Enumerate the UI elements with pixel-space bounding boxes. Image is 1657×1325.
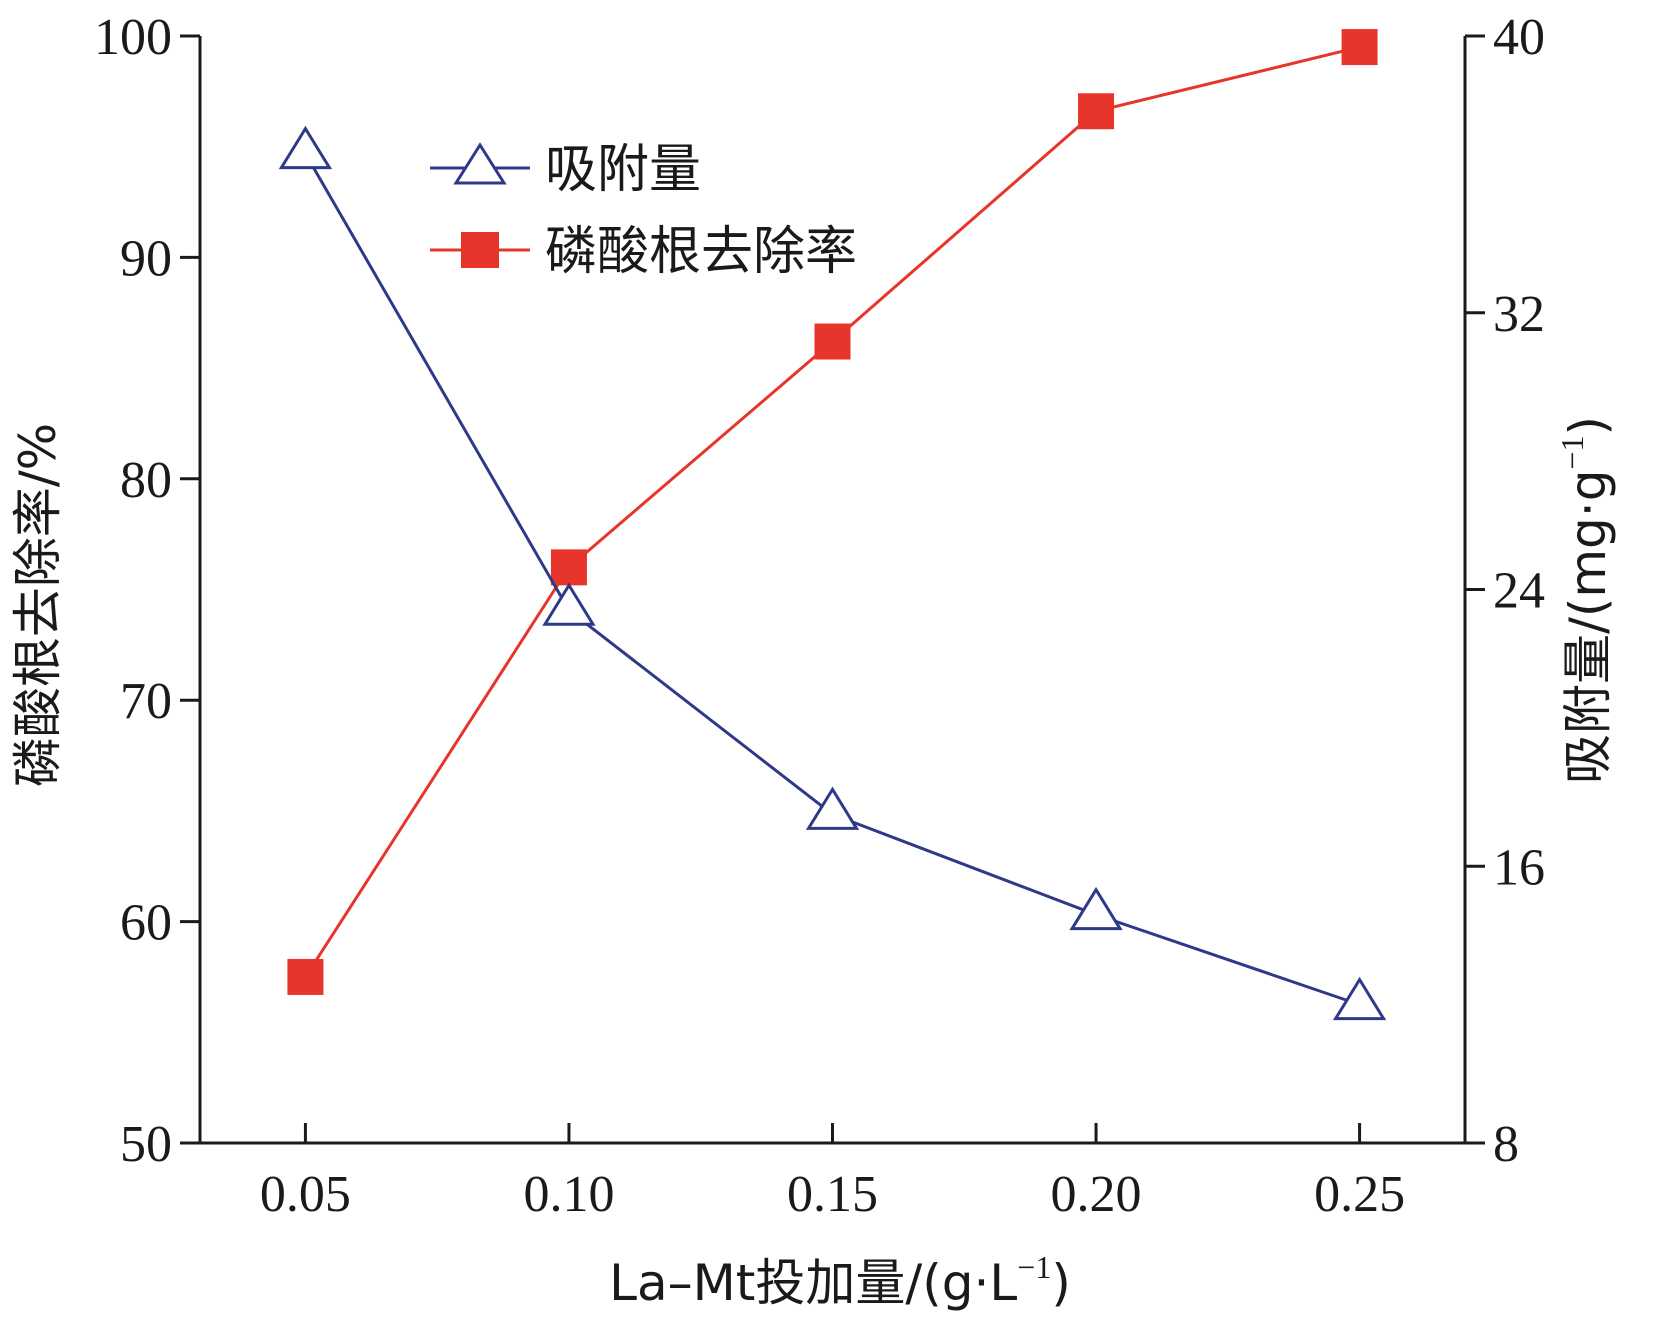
data-point-removal bbox=[1078, 93, 1115, 130]
legend-item-adsorption: 吸附量 bbox=[430, 140, 701, 200]
y-left-ticks: 50 60 70 80 90 100 bbox=[94, 9, 200, 1173]
y-left-tick-label: 80 bbox=[120, 452, 172, 509]
y-right-ticks: 8 16 24 32 40 bbox=[1465, 9, 1545, 1173]
y-right-tick-label: 8 bbox=[1493, 1116, 1519, 1173]
data-point-removal bbox=[550, 549, 587, 586]
legend: 吸附量 磷酸根去除率 bbox=[430, 140, 857, 282]
x-tick-label: 0.25 bbox=[1314, 1166, 1405, 1223]
y-right-axis-title: 吸附量/(mg·g−1) bbox=[1554, 416, 1617, 784]
data-point-removal bbox=[814, 323, 851, 360]
y-left-tick-label: 100 bbox=[94, 9, 172, 66]
series-layer bbox=[278, 29, 1387, 1021]
x-tick-label: 0.05 bbox=[260, 1166, 351, 1223]
y-right-tick-label: 40 bbox=[1493, 9, 1545, 66]
data-point-adsorption bbox=[278, 125, 333, 170]
data-point-adsorption bbox=[1332, 976, 1387, 1021]
legend-label-removal: 磷酸根去除率 bbox=[545, 222, 857, 282]
legend-marker-triangle bbox=[453, 142, 507, 185]
y-left-tick-label: 50 bbox=[120, 1116, 172, 1173]
data-point-adsorption bbox=[1069, 886, 1123, 931]
y-right-tick-label: 24 bbox=[1493, 563, 1545, 620]
legend-marker-square bbox=[461, 232, 499, 268]
y-left-tick-label: 90 bbox=[120, 230, 172, 287]
series-line-removal bbox=[304, 45, 1360, 978]
data-point-adsorption bbox=[542, 582, 596, 626]
y-right-tick-label: 32 bbox=[1493, 286, 1545, 343]
y-left-tick-label: 70 bbox=[120, 673, 172, 730]
y-left-tick-label: 60 bbox=[120, 895, 172, 952]
x-tick-label: 0.20 bbox=[1051, 1166, 1142, 1223]
data-point-adsorption bbox=[805, 786, 860, 830]
x-tick-label: 0.10 bbox=[523, 1166, 614, 1223]
x-axis-title: La–Mt投加量/(g·L−1) bbox=[609, 1249, 1071, 1312]
data-point-removal bbox=[287, 958, 324, 995]
y-left-axis-title: 磷酸根去除率/% bbox=[9, 423, 67, 787]
x-ticks: 0.05 0.10 0.15 0.20 0.25 bbox=[260, 1123, 1405, 1223]
legend-label-adsorption: 吸附量 bbox=[545, 140, 701, 200]
legend-item-removal: 磷酸根去除率 bbox=[430, 222, 857, 282]
x-tick-label: 0.15 bbox=[787, 1166, 878, 1223]
data-point-removal bbox=[1341, 29, 1378, 66]
y-right-tick-label: 16 bbox=[1493, 839, 1545, 896]
